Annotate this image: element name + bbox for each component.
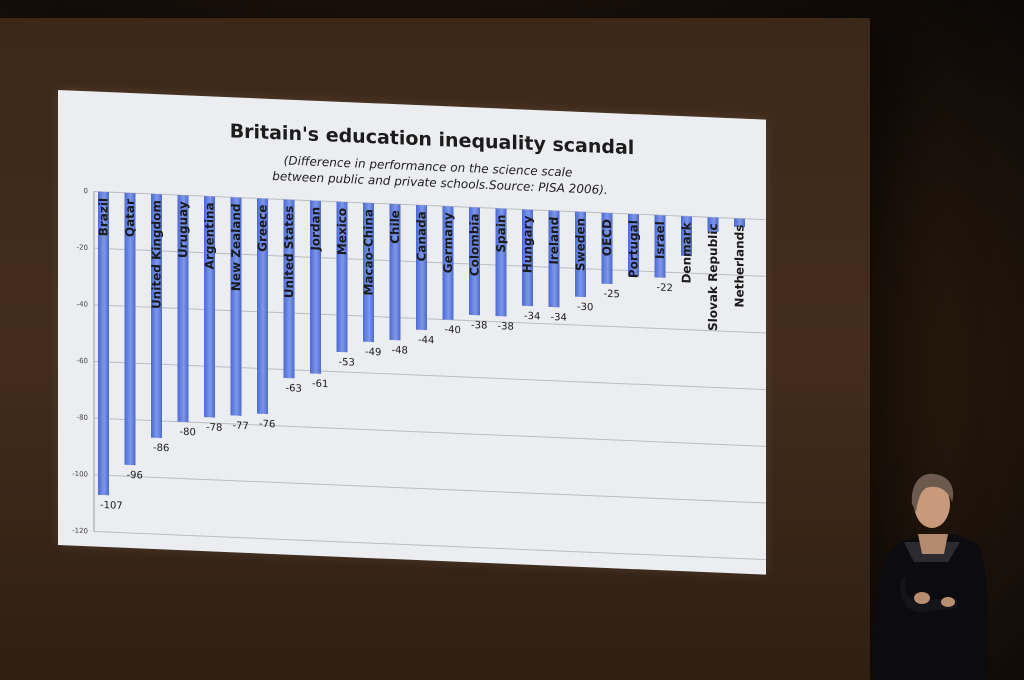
category-label-3: Uruguay	[176, 201, 190, 259]
category-label-14: Colombia	[468, 213, 482, 276]
bar-7	[283, 199, 295, 379]
value-label-11: -48	[392, 345, 408, 357]
bar-12	[416, 205, 427, 331]
bar-18	[575, 211, 586, 298]
category-label-10: Macao-China	[362, 209, 376, 296]
value-label-16: -34	[524, 311, 540, 323]
y-tick-label-1: -20	[77, 243, 88, 251]
y-tick-label-4: -80	[77, 413, 88, 421]
category-label-20: Portugal	[627, 220, 641, 279]
bar-0	[98, 191, 109, 496]
bar-11	[389, 203, 401, 341]
value-label-5: -77	[233, 420, 249, 432]
category-label-6: Greece	[256, 204, 270, 252]
category-label-5: New Zealand	[229, 203, 243, 291]
category-label-24: Netherlands	[733, 224, 747, 308]
category-label-16: Hungary	[521, 215, 535, 273]
category-label-7: United States	[282, 205, 296, 298]
bar-24	[734, 218, 745, 228]
bar-16	[522, 209, 533, 307]
value-label-14: -38	[471, 320, 487, 332]
value-label-17: -34	[551, 312, 567, 324]
category-label-2: United Kingdom	[150, 200, 164, 309]
value-label-19: -25	[604, 289, 620, 301]
y-tick-label-2: -40	[77, 300, 88, 308]
value-label-21: -22	[657, 282, 673, 294]
bar-1	[124, 192, 136, 466]
value-label-4: -78	[206, 422, 222, 434]
bar-3	[177, 195, 189, 423]
category-label-4: Argentina	[203, 202, 217, 270]
gridline-3	[94, 361, 766, 391]
category-label-18: Sweden	[574, 218, 588, 272]
bar-13	[442, 206, 454, 320]
bar-20	[628, 213, 639, 277]
bar-10	[363, 202, 374, 343]
category-label-23: Slovak Republic	[706, 223, 720, 331]
category-label-1: Qatar	[123, 199, 137, 238]
gridline-0	[94, 191, 766, 221]
category-label-21: Israel	[653, 221, 667, 259]
y-tick-label-3: -60	[77, 357, 88, 365]
y-axis-ticks: 0 -20 -40 -60 -80 -100 -120	[72, 187, 88, 536]
value-label-3: -80	[180, 427, 196, 439]
gridline-5	[94, 474, 766, 504]
category-label-22: Denmark	[680, 221, 694, 284]
bar-9	[336, 201, 348, 353]
category-label-13: Germany	[441, 212, 455, 274]
y-tick-label-0: 0	[84, 187, 88, 195]
value-label-18: -30	[577, 302, 593, 314]
bar-23	[707, 217, 719, 232]
bar-21	[654, 215, 666, 278]
bar-14	[469, 207, 480, 316]
category-label-8: Jordan	[309, 206, 323, 251]
bar-8	[310, 200, 321, 374]
category-label-12: Canada	[415, 211, 429, 262]
category-label-11: Chile	[388, 210, 402, 244]
value-label-10: -49	[365, 347, 381, 359]
value-label-1: -96	[127, 470, 143, 482]
category-label-19: OECD	[600, 219, 614, 257]
bar-2	[151, 193, 162, 439]
value-label-9: -53	[338, 357, 354, 369]
value-label-8: -61	[312, 378, 328, 390]
value-label-12: -44	[418, 335, 434, 347]
bar-4	[204, 196, 215, 418]
value-label-0: -107	[100, 500, 123, 512]
category-label-0: Brazil	[97, 198, 111, 237]
value-label-7: -63	[286, 383, 302, 395]
gridline-2	[94, 304, 766, 334]
category-label-9: Mexico	[335, 208, 349, 256]
bar-6	[257, 198, 268, 415]
presenter-silhouette	[873, 473, 988, 680]
value-label-2: -86	[153, 443, 169, 455]
bar-22	[681, 216, 692, 257]
y-tick-label-6: -120	[72, 527, 88, 536]
value-label-6: -76	[259, 419, 275, 431]
gridline-6	[94, 531, 766, 561]
bar-15	[495, 208, 507, 317]
value-label-15: -38	[498, 321, 514, 333]
y-tick-label-5: -100	[72, 470, 88, 479]
bar-19	[601, 212, 613, 285]
value-labels: -107 -96 -86 -80 -78 -77 -76 -63 -61 -53 -49 -48 -44…	[100, 282, 673, 512]
bar-17	[548, 210, 560, 308]
bar-chart: Britain's education inequality scandal (…	[72, 120, 766, 561]
projected-slide: Britain's education inequality scandal (…	[58, 90, 766, 575]
category-label-17: Ireland	[547, 216, 561, 264]
bars	[98, 191, 745, 496]
bar-5	[230, 197, 242, 416]
category-label-15: Spain	[494, 214, 508, 253]
value-label-13: -40	[444, 325, 460, 337]
gridline-4	[94, 417, 766, 447]
category-labels: Brazil Qatar United Kingdom Uruguay Argentin…	[97, 198, 747, 332]
